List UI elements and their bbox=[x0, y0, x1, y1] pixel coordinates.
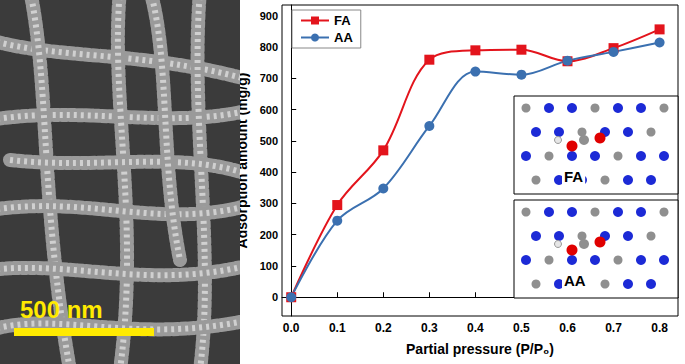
svg-text:200: 200 bbox=[260, 229, 278, 241]
svg-text:700: 700 bbox=[260, 72, 278, 84]
svg-text:600: 600 bbox=[260, 104, 278, 116]
svg-text:Partial pressure (P/P₀): Partial pressure (P/P₀) bbox=[406, 341, 554, 357]
svg-text:0.0: 0.0 bbox=[283, 321, 300, 335]
svg-text:FA: FA bbox=[564, 168, 583, 185]
svg-text:0.6: 0.6 bbox=[559, 321, 576, 335]
svg-text:AA: AA bbox=[564, 272, 586, 289]
svg-text:0.3: 0.3 bbox=[421, 321, 438, 335]
svg-text:0.8: 0.8 bbox=[651, 321, 668, 335]
svg-text:0: 0 bbox=[272, 291, 278, 303]
svg-text:800: 800 bbox=[260, 41, 278, 53]
svg-text:500: 500 bbox=[260, 135, 278, 147]
svg-text:0.1: 0.1 bbox=[329, 321, 346, 335]
svg-text:300: 300 bbox=[260, 197, 278, 209]
html-text:500 nm: 500 nm bbox=[20, 296, 103, 323]
svg-text:Adsorption amount (mg/g): Adsorption amount (mg/g) bbox=[233, 72, 250, 249]
svg-text:100: 100 bbox=[260, 260, 278, 272]
svg-text:AA: AA bbox=[334, 30, 353, 45]
svg-text:0.7: 0.7 bbox=[605, 321, 622, 335]
svg-text:0.5: 0.5 bbox=[513, 321, 530, 335]
svg-text:0.2: 0.2 bbox=[375, 321, 392, 335]
svg-text:900: 900 bbox=[260, 10, 278, 22]
svg-text:0.4: 0.4 bbox=[467, 321, 484, 335]
svg-text:FA: FA bbox=[334, 13, 351, 28]
svg-text:400: 400 bbox=[260, 166, 278, 178]
